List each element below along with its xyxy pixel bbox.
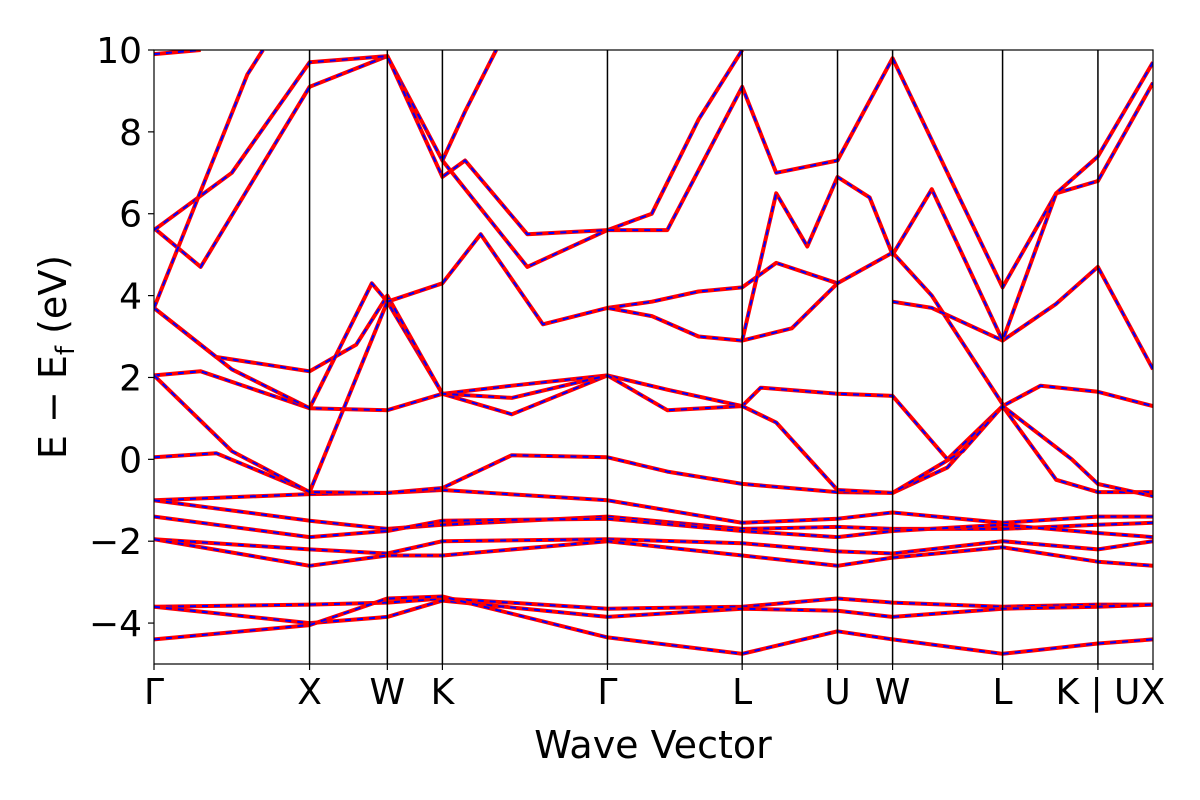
high-symmetry-lines [308, 50, 1099, 664]
x-tick-label: Γ [144, 672, 164, 713]
y-tick-label: −2 [89, 522, 142, 563]
y-axis-label-unit: (eV) [31, 255, 75, 346]
y-tick-label: 2 [119, 358, 142, 399]
band-line-dashed-18 [154, 50, 264, 309]
y-axis-label: E − Ef (eV) [31, 255, 81, 459]
x-tick-label: W [370, 672, 406, 713]
y-tick-label: 8 [119, 113, 142, 154]
band-line-dashed-14 [892, 265, 1153, 370]
band-line-12 [607, 250, 1005, 406]
band-line-dashed-8 [154, 404, 1153, 494]
y-tick-label: 6 [119, 195, 142, 236]
x-tick-label: U [824, 672, 850, 713]
band-line-16 [154, 54, 1153, 290]
band-line-dashed-11 [154, 293, 608, 399]
band-line-13 [154, 232, 839, 411]
x-tick-label: W [875, 672, 911, 713]
y-axis-label-sub: f [51, 345, 81, 355]
band-line-dashed-12 [607, 251, 1004, 405]
y-tick-label: 10 [96, 31, 142, 72]
plot-frame [153, 49, 1154, 665]
x-tick-label: Γ [597, 672, 617, 713]
x-axis-label: Wave Vector [534, 723, 772, 767]
y-axis-label-main: E − E [31, 355, 75, 459]
x-tick-label: K | U [1055, 672, 1140, 713]
x-tick-label: L [732, 672, 752, 713]
band-line-dashed-19 [441, 50, 498, 161]
y-tick-label: 0 [119, 440, 142, 481]
x-tick-label: K [431, 672, 456, 713]
band-line-dashed-17 [154, 50, 201, 56]
x-tick-label: L [993, 672, 1013, 713]
band-line-dashed-13 [154, 232, 839, 410]
y-tick-label: 4 [119, 277, 142, 318]
y-axis: 10 8 6 4 2 0 −2 −4 [89, 31, 154, 645]
x-tick-label: X [297, 672, 322, 713]
y-tick-label: −4 [89, 604, 142, 645]
x-tick-label: X [1141, 672, 1166, 713]
band-line-dashed-15 [154, 50, 744, 269]
band-line-20 [740, 61, 1153, 343]
band-line-dashed-20 [741, 61, 1153, 344]
band-line-18 [154, 50, 265, 309]
